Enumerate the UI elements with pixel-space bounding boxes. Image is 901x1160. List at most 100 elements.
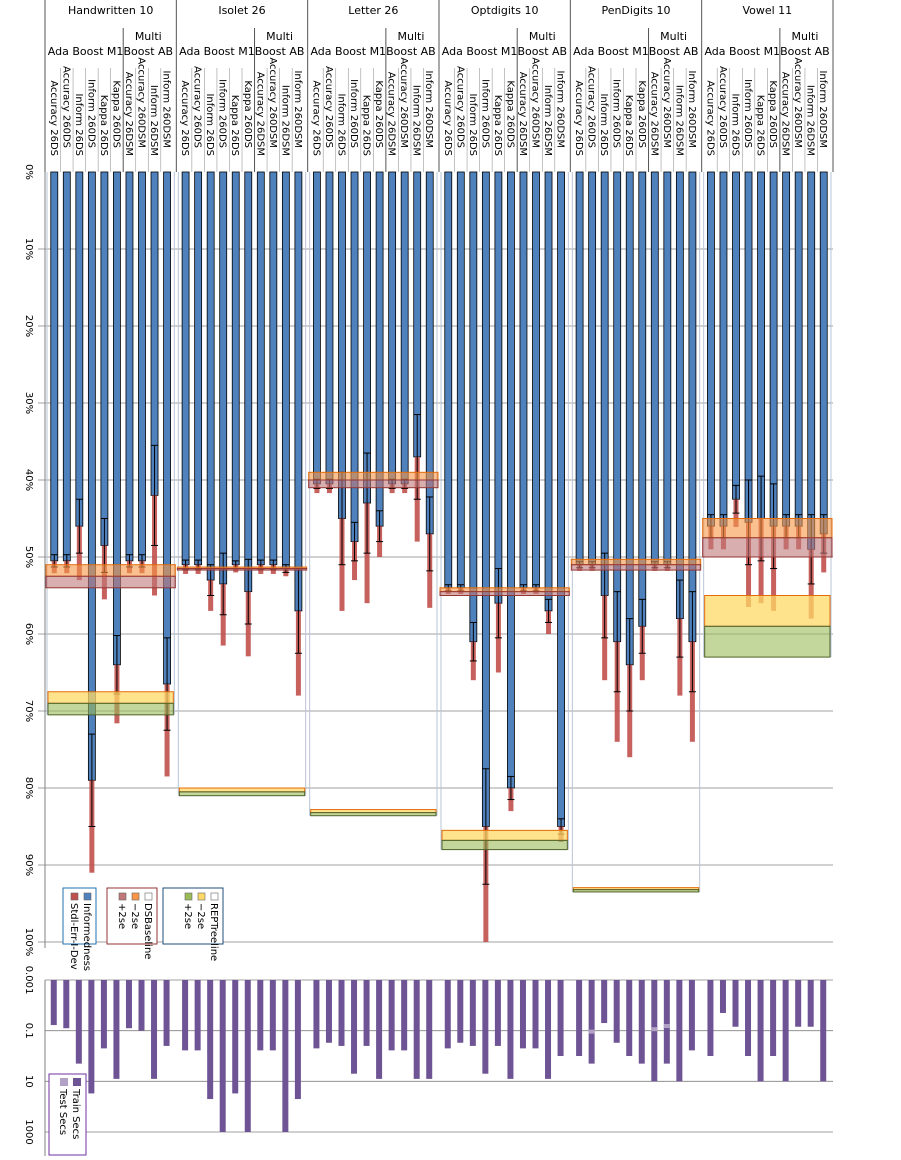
informedness-bar xyxy=(181,171,190,566)
algorithm-label-multiboost-line1: Multi xyxy=(135,30,162,43)
legend-swatch xyxy=(210,892,219,901)
informedness-bar xyxy=(281,171,290,569)
train-secs-bar xyxy=(388,980,395,1051)
dataset-label: Vowel 11 xyxy=(742,4,792,17)
bar-label: Accuracy 26DS xyxy=(573,80,584,156)
y-tick-label: 60% xyxy=(23,623,34,645)
bar-label: Accuracy 260DSM xyxy=(267,57,278,148)
ds-baseline-minus2se xyxy=(45,564,176,577)
bar-label: Inform 260DS xyxy=(479,79,490,148)
legend-swatch xyxy=(118,892,127,901)
bar-label: Accuracy 26DSM xyxy=(386,72,397,156)
algorithm-label-multiboost-line2: Boost AB xyxy=(780,45,830,58)
bar-label: Kappa 260DS xyxy=(242,80,253,148)
informedness-bar xyxy=(456,171,465,589)
informedness-bar xyxy=(256,171,265,566)
train-secs-bar xyxy=(688,980,695,1051)
informedness-bar xyxy=(219,171,228,585)
legend-label: Informedness xyxy=(81,903,92,971)
train-secs-bar xyxy=(282,980,289,1132)
bar-label: Inform 26DS xyxy=(598,93,609,156)
algorithm-label-multiboost-line1: Multi xyxy=(529,30,556,43)
y-tick-label: 70% xyxy=(23,700,34,722)
y-tick-label: 20% xyxy=(23,315,34,337)
informedness-bar xyxy=(663,171,672,566)
informedness-bar xyxy=(481,171,490,827)
bar-label: Accuracy 26DSM xyxy=(780,72,791,156)
test-secs-bar xyxy=(663,1024,670,1029)
informedness-bar xyxy=(675,171,684,620)
train-secs-bar xyxy=(151,980,158,1079)
informedness-bar xyxy=(87,171,96,781)
train-secs-bar xyxy=(163,980,170,1046)
reptree-minus2se xyxy=(47,691,174,704)
bar-label: Inform 260DS xyxy=(611,79,622,148)
ds-baseline-minus2se xyxy=(570,558,702,566)
train-secs-bar xyxy=(770,980,777,1056)
reptree-plus2se xyxy=(178,791,306,797)
bar-label: Inform 26DSM xyxy=(148,85,159,156)
reptree-minus2se xyxy=(704,595,831,627)
ds-baseline-minus2se xyxy=(702,518,833,539)
legend-label: Test Secs xyxy=(57,1088,68,1135)
informedness-bar xyxy=(519,171,528,589)
informedness-bar xyxy=(138,171,146,562)
bar-label: Inform 26DS xyxy=(336,93,347,156)
train-secs-bar xyxy=(469,980,476,1046)
train-secs-bar xyxy=(232,980,239,1094)
train-secs-bar xyxy=(757,980,764,1082)
train-secs-bar xyxy=(325,980,332,1043)
informedness-bar xyxy=(100,171,109,546)
bar-label: Accuracy 260DSM xyxy=(136,57,147,148)
train-secs-bar xyxy=(244,980,251,1132)
ds-baseline-minus2se xyxy=(308,471,439,481)
informedness-bar xyxy=(707,171,715,527)
train-secs-bar xyxy=(401,980,408,1051)
bar-label: Inform 26DS xyxy=(204,93,215,156)
train-secs-bar xyxy=(482,980,489,1074)
train-secs-bar xyxy=(719,980,726,1013)
train-secs-bar xyxy=(494,980,501,1046)
algorithm-label-multiboost-line1: Multi xyxy=(791,30,818,43)
informedness-bar xyxy=(50,171,59,562)
train-secs-bar xyxy=(75,980,82,1064)
train-secs-bar xyxy=(125,980,132,1029)
legend-box xyxy=(48,1073,87,1156)
informedness-bar xyxy=(557,171,565,827)
train-secs-bar xyxy=(807,980,814,1027)
bar-label: Inform 26DSM xyxy=(279,85,290,156)
bar-label: Kappa 260DS xyxy=(636,80,647,148)
bar-label: Inform 26DSM xyxy=(411,85,422,156)
informedness-bar xyxy=(469,171,478,643)
informedness-bar xyxy=(125,171,134,562)
train-secs-bar xyxy=(745,980,752,1056)
legend-label: −2se xyxy=(129,903,140,929)
informedness-bars xyxy=(45,171,833,942)
ds-baseline-plus2se xyxy=(45,575,176,589)
ds-baseline-plus2se xyxy=(439,591,570,597)
train-secs-bar xyxy=(507,980,514,1079)
legend-label: +2se xyxy=(182,903,193,929)
informedness-bar xyxy=(163,171,171,685)
bar-label: Accuracy 26DSM xyxy=(254,72,265,156)
train-secs-bar xyxy=(638,980,645,1064)
bar-label: Accuracy 260DSM xyxy=(530,57,541,148)
bar-label: Accuracy 26DSM xyxy=(648,72,659,156)
informedness-bar xyxy=(494,171,503,604)
bar-label: Kappa 26DS xyxy=(755,95,766,156)
ds-baseline-plus2se xyxy=(570,564,702,571)
reptree-plus2se xyxy=(441,839,568,851)
train-secs-bar xyxy=(457,980,464,1043)
train-secs-bar xyxy=(676,980,683,1082)
algorithm-label-multiboost-line2: Boost AB xyxy=(123,45,173,58)
train-secs-bar xyxy=(413,980,420,1079)
y-tick-label: 90% xyxy=(23,854,34,876)
legend-swatch xyxy=(131,892,140,901)
bar-label: Inform 260DS xyxy=(217,79,228,148)
y-tick-label: 0% xyxy=(23,164,34,180)
train-secs-bar xyxy=(376,980,383,1079)
algorithm-label-adaboost: Ada Boost M1 xyxy=(310,45,386,58)
algorithm-label-multiboost-line1: Multi xyxy=(266,30,293,43)
